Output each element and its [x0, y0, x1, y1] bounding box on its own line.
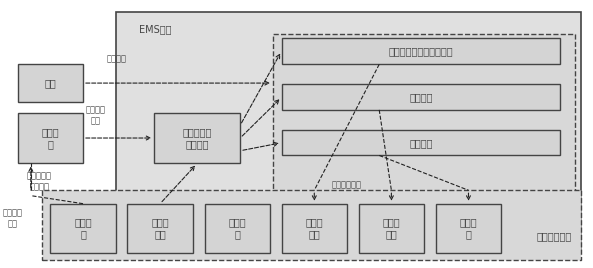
Text: 储能优化: 储能优化: [409, 92, 433, 102]
Text: 敏感负
荷: 敏感负 荷: [74, 217, 92, 240]
Text: 可控能
源: 可控能 源: [228, 217, 246, 240]
Text: 可中断
负荷: 可中断 负荷: [382, 217, 400, 240]
Text: 可再生能源
预测数据: 可再生能源 预测数据: [27, 172, 52, 192]
Bar: [282, 84, 560, 110]
Text: 负荷预测
数据: 负荷预测 数据: [86, 105, 106, 125]
Bar: [273, 34, 575, 245]
Bar: [50, 204, 116, 253]
Bar: [18, 113, 83, 163]
Bar: [359, 204, 424, 253]
Bar: [18, 64, 83, 102]
Bar: [282, 130, 560, 155]
Text: 可调节
负荷: 可调节 负荷: [305, 217, 323, 240]
Bar: [42, 190, 581, 260]
Text: 优化计算部分: 优化计算部分: [537, 231, 572, 241]
Bar: [127, 204, 193, 253]
Bar: [116, 12, 581, 253]
Text: 储能系
统: 储能系 统: [460, 217, 477, 240]
Text: 电网电价: 电网电价: [107, 54, 127, 64]
Text: 可调节和可中断负荷优化: 可调节和可中断负荷优化: [389, 46, 453, 56]
Bar: [436, 204, 501, 253]
Text: EMS系统: EMS系统: [139, 24, 172, 34]
Text: 可再生
能源: 可再生 能源: [151, 217, 169, 240]
Text: 电网: 电网: [44, 78, 56, 88]
Text: 负荷预
测: 负荷预 测: [42, 127, 59, 149]
Text: 实时控制信息: 实时控制信息: [332, 180, 362, 189]
Text: 可再生能源
负荷削减: 可再生能源 负荷削减: [183, 127, 212, 149]
Text: 燃机调节: 燃机调节: [409, 138, 433, 148]
Bar: [282, 38, 560, 64]
Bar: [205, 204, 270, 253]
Text: 负荷实时
信息: 负荷实时 信息: [3, 209, 23, 228]
Bar: [282, 204, 347, 253]
Bar: [154, 113, 240, 163]
